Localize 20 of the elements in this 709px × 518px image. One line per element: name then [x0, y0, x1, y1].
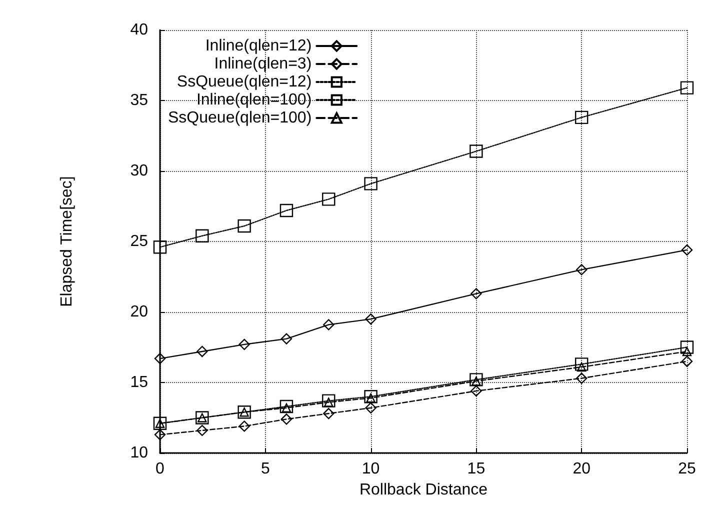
y-tick-label: 35 [130, 92, 148, 109]
legend-label: SsQueue(qlen=100) [168, 110, 312, 126]
x-tick-label: 20 [572, 460, 591, 478]
legend-label: SsQueue(qlen=12) [176, 74, 312, 90]
y-axis-title: Elapsed Time[sec] [58, 176, 76, 307]
legend-label: Inline(qlen=100) [196, 92, 312, 108]
y-tick-label: 10 [130, 444, 148, 462]
y-tick-label: 15 [130, 374, 148, 391]
y-tick-label: 25 [130, 233, 148, 250]
legend-label: Inline(qlen=3) [214, 56, 312, 72]
y-tick-label: 40 [130, 22, 148, 38]
x-axis-title: Rollback Distance [359, 481, 488, 498]
y-tick-label: 20 [130, 304, 148, 320]
x-tick-label: 15 [467, 460, 486, 478]
x-tick-label: 0 [156, 460, 165, 478]
y-tick-label: 30 [130, 162, 148, 180]
legend-label: Inline(qlen=12) [205, 38, 312, 54]
x-tick-label: 10 [362, 460, 380, 478]
x-tick-label: 5 [260, 460, 270, 478]
x-tick-label: 25 [678, 460, 696, 478]
